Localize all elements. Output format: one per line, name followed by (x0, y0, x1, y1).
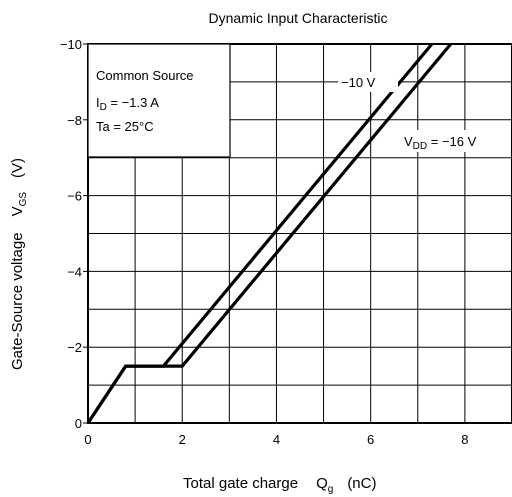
grid-lines (88, 44, 512, 423)
y-tick-label: −10 (60, 37, 82, 52)
x-axis-label: Total gate charge Qg (nC) (183, 475, 376, 495)
y-tick-label: −8 (67, 113, 82, 128)
conditions-line2: ID = −1.3 A (96, 95, 159, 113)
y-tick-label: −4 (67, 264, 82, 279)
y-axis-label: Gate-Source voltageVGS(V) (9, 158, 29, 370)
series-label-1: −10 V (341, 75, 376, 90)
series-line-2 (86, 42, 453, 424)
x-tick-label: 4 (273, 432, 280, 447)
x-tick-label: 2 (179, 432, 186, 447)
conditions-line3: Ta = 25°C (96, 119, 154, 134)
y-tick-label: −2 (67, 340, 82, 355)
series-label-2: VDD = −16 V (404, 134, 477, 152)
chart-title: Dynamic Input Characteristic (209, 10, 388, 26)
series-label-bg-1 (338, 72, 398, 92)
y-tick-label: 0 (75, 416, 82, 431)
conditions-box (87, 43, 231, 158)
y-tick-label: −6 (67, 189, 82, 204)
series-label-bg-2 (402, 130, 508, 152)
series-lines (86, 42, 453, 424)
x-tick-label: 8 (461, 432, 468, 447)
conditions-line1: Common Source (96, 68, 194, 83)
plot-frame (87, 43, 512, 424)
y-tick-labels: 0 −2 −4 −6 −8 −10 (60, 37, 88, 431)
x-tick-labels: 0 2 4 6 8 (84, 432, 468, 447)
x-tick-label: 0 (84, 432, 91, 447)
x-tick-label: 6 (367, 432, 374, 447)
